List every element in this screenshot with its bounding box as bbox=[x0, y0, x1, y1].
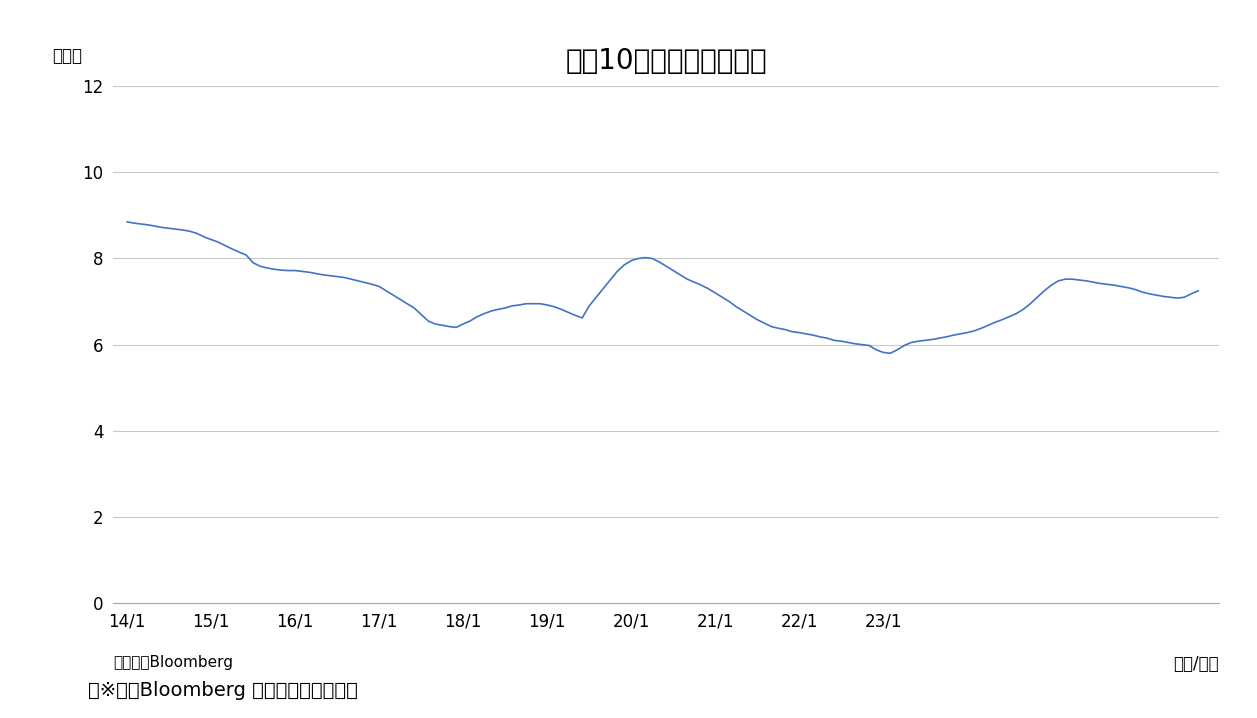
Text: （※）　Bloomberg のデータに基づく。: （※） Bloomberg のデータに基づく。 bbox=[88, 681, 358, 700]
Text: （％）: （％） bbox=[53, 47, 82, 65]
Text: （資料）Bloomberg: （資料）Bloomberg bbox=[113, 655, 233, 670]
Title: イン10年国債金利の推移: イン10年国債金利の推移 bbox=[566, 47, 767, 75]
Text: （年/月）: （年/月） bbox=[1174, 655, 1219, 673]
